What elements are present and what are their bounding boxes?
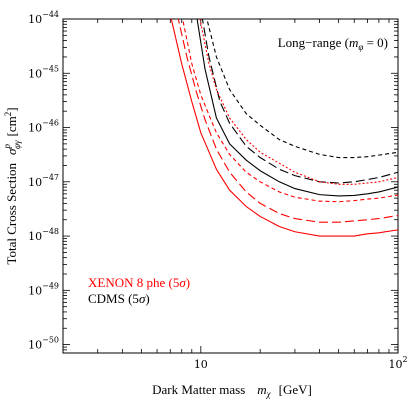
series-group [170, 19, 398, 237]
legend-entry-xenon: XENON 8 phe (5σ) [88, 275, 190, 290]
legend-entry-cdms: CDMS (5σ) [88, 291, 150, 306]
y-tick-label: 10−46 [28, 119, 59, 135]
x-axis-title: Dark Matter mass mχ [GeV] [152, 382, 312, 399]
series-line-3 [170, 19, 398, 237]
y-tick-label: 10−49 [28, 281, 59, 297]
plot-frame [62, 18, 399, 354]
x-tick-labels: 10 102 [194, 355, 407, 371]
series-line-0 [196, 19, 398, 197]
x-tick-label: 10 [194, 358, 208, 371]
series-line-4 [177, 19, 398, 223]
y-tick-label: 10−50 [28, 336, 59, 352]
y-tick-label: 10−48 [28, 227, 59, 243]
long-range-annotation: Long−range (mφ = 0) [278, 35, 388, 52]
y-tick-label: 10−45 [28, 64, 59, 80]
legend: XENON 8 phe (5σ) CDMS (5σ) [88, 275, 190, 306]
axis-ticks [62, 18, 399, 354]
y-axis-title: Total Cross Sectionσpφγ[cm2] [2, 107, 22, 264]
y-tick-labels: 10−50 10−49 10−48 10−47 10−46 10−45 10−44 [28, 10, 59, 352]
series-line-5 [182, 19, 398, 203]
series-line-6 [199, 19, 398, 185]
y-tick-label: 10−47 [28, 173, 59, 189]
series-line-2 [206, 19, 398, 159]
x-tick-label: 102 [388, 355, 407, 371]
series-line-1 [201, 19, 398, 184]
y-tick-label: 10−44 [28, 10, 59, 26]
